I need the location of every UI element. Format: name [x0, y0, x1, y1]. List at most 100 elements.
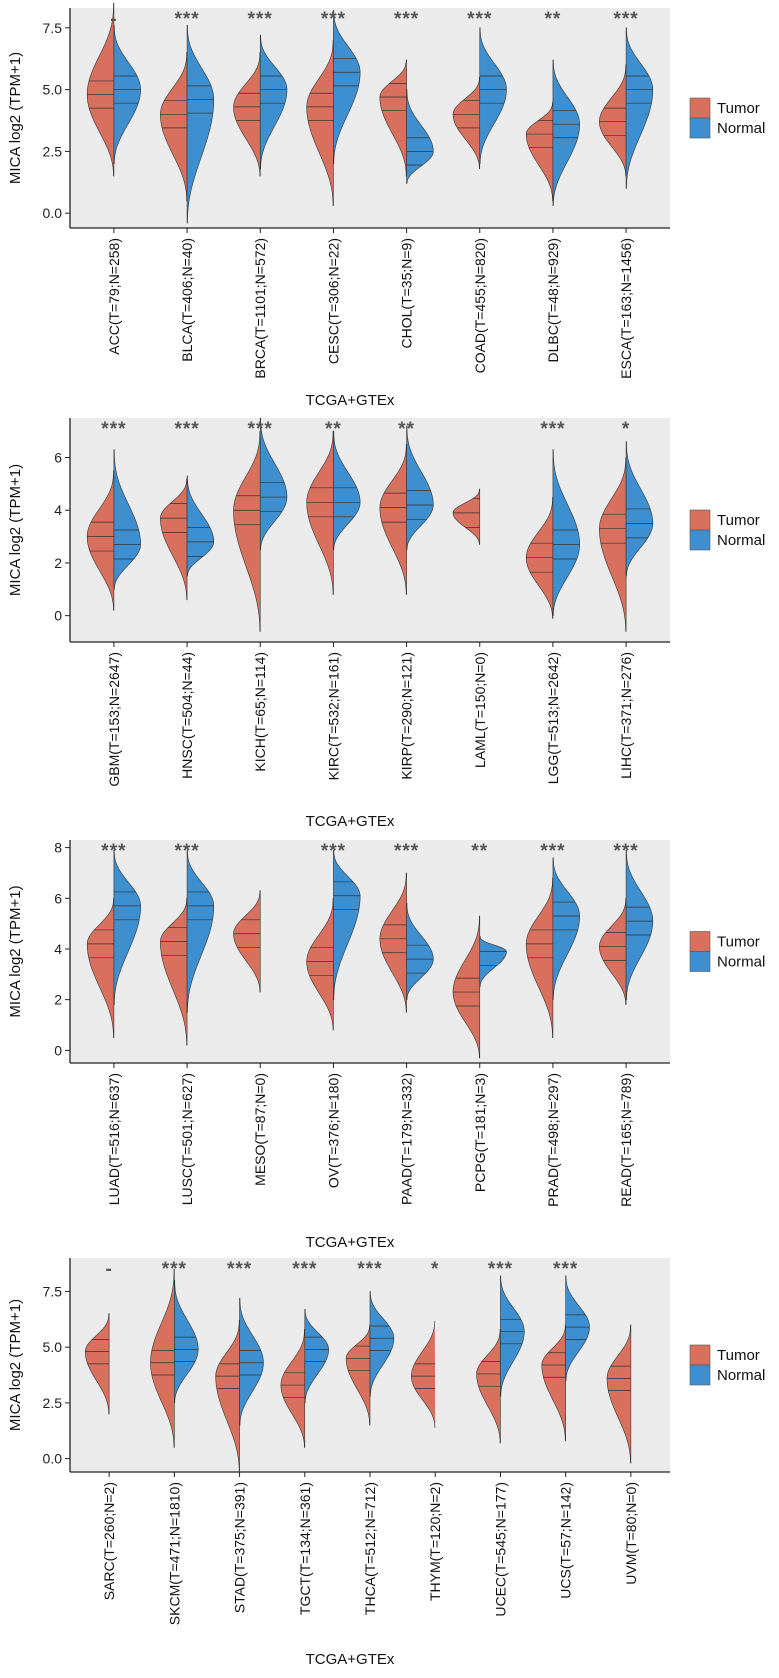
- tumor-violin: [233, 890, 261, 993]
- category-label: PAAD(T=179;N=332): [399, 1073, 415, 1205]
- significance-label: ***: [174, 841, 199, 862]
- significance-label: ***: [174, 9, 199, 30]
- category-label: CHOL(T=35;N=9): [399, 238, 415, 348]
- category-label: GBM(T=153;N=2647): [106, 652, 122, 787]
- category-label: SKCM(T=471;N=1810): [166, 1482, 182, 1625]
- tumor-violin: [86, 2, 115, 177]
- category-label: LAML(T=150;N=0): [472, 652, 488, 768]
- significance-label: ***: [321, 9, 346, 30]
- legend: Tumor Normal: [689, 509, 765, 551]
- category-label: PRAD(T=498;N=297): [545, 1073, 561, 1207]
- normal-violin: [333, 10, 361, 165]
- legend-swatch-normal: [689, 1364, 711, 1386]
- chart-panel-1: 0.0 2.5 5.0 7.5 MICA log2 (TPM+1) TCGA+GTEx - A…: [7, 2, 765, 409]
- normal-violin: [625, 27, 654, 189]
- y-tick-label: 2: [54, 992, 62, 1008]
- normal-violin: [186, 475, 215, 577]
- tumor-violin: [306, 39, 334, 207]
- normal-violin: [174, 1279, 199, 1404]
- significance-label: ***: [488, 1259, 513, 1280]
- legend: Tumor Normal: [689, 97, 765, 139]
- significance-label: **: [325, 419, 342, 440]
- category-label: STAD(T=375;N=391): [232, 1482, 248, 1613]
- tumor-violin: [379, 59, 407, 177]
- y-tick-label: 2.5: [43, 143, 63, 159]
- tumor-violin: [233, 52, 261, 177]
- category-label: TGCT(T=134;N=361): [297, 1482, 313, 1615]
- y-tick-label: 0: [54, 608, 62, 624]
- tumor-violin: [452, 76, 481, 169]
- category-label: KIRC(T=532;N=161): [325, 652, 341, 780]
- significance-label: ***: [292, 1259, 317, 1280]
- tumor-violin: [599, 457, 627, 632]
- chart-panel-3: 0 2 4 6 8 MICA log2 (TPM+1) TCGA+GTEx *** LUAD(T…: [7, 840, 765, 1251]
- normal-violin: [369, 1291, 395, 1397]
- category-label: UCEC(T=545;N=177): [492, 1482, 508, 1617]
- x-axis-title: TCGA+GTEx: [306, 813, 395, 830]
- tumor-violin: [160, 478, 188, 601]
- significance-label: -: [110, 9, 117, 30]
- y-tick-label: 6: [54, 450, 62, 466]
- tumor-violin: [233, 430, 261, 632]
- category-label: ACC(T=79;N=258): [106, 238, 122, 355]
- legend: Tumor Normal: [689, 931, 765, 972]
- y-axis-title: MICA log2 (TPM+1): [7, 52, 24, 184]
- legend-swatch-tumor: [689, 931, 711, 952]
- legend-label-tumor: Tumor: [717, 934, 760, 951]
- normal-violin: [625, 849, 654, 1000]
- category-label: LGG(T=513;N=2642): [545, 652, 561, 784]
- significance-label: ***: [553, 1259, 578, 1280]
- significance-label: ***: [467, 9, 492, 30]
- category-label: BLCA(T=406;N=40): [179, 238, 195, 362]
- y-axis-title: MICA log2 (TPM+1): [7, 464, 24, 596]
- legend-swatch-tumor: [689, 97, 711, 119]
- category-label: ESCA(T=163;N=1456): [618, 238, 634, 379]
- normal-violin: [552, 59, 580, 207]
- normal-violin: [552, 449, 580, 616]
- legend-label-normal: Normal: [717, 532, 765, 549]
- y-axis-title: MICA log2 (TPM+1): [7, 885, 24, 1017]
- significance-label: ***: [248, 419, 273, 440]
- significance-label: ***: [248, 9, 273, 30]
- tumor-violin: [306, 897, 334, 1031]
- legend-label-normal: Normal: [717, 1367, 765, 1384]
- tumor-violin: [345, 1324, 371, 1426]
- y-tick-label: 2.5: [43, 1395, 63, 1411]
- normal-violin: [186, 24, 215, 224]
- category-label: OV(T=376;N=180): [325, 1073, 341, 1188]
- normal-violin: [333, 849, 361, 1000]
- category-label: DLBC(T=48;N=929): [545, 238, 561, 363]
- significance-label: **: [471, 841, 488, 862]
- tumor-violin: [599, 64, 627, 177]
- normal-violin: [406, 89, 434, 184]
- normal-violin: [239, 1297, 264, 1426]
- legend-label-normal: Normal: [717, 120, 765, 137]
- category-label: HNSC(T=504;N=44): [179, 652, 195, 779]
- y-tick-label: 4: [54, 502, 62, 518]
- significance-label: **: [398, 419, 415, 440]
- significance-label: ***: [540, 841, 565, 862]
- y-tick-label: 0.0: [43, 205, 63, 221]
- legend-swatch-normal: [689, 529, 711, 551]
- significance-label: ***: [101, 841, 126, 862]
- y-tick-label: 0: [54, 1042, 62, 1058]
- normal-violin: [304, 1308, 329, 1404]
- category-label: READ(T=165;N=789): [618, 1073, 634, 1207]
- significance-label: ***: [394, 9, 419, 30]
- tumor-violin: [215, 1320, 240, 1473]
- significance-label: ***: [357, 1259, 382, 1280]
- significance-label: *: [622, 419, 630, 440]
- significance-label: *: [431, 1259, 439, 1280]
- tumor-violin: [160, 52, 188, 202]
- y-tick-label: 2: [54, 555, 62, 571]
- significance-label: ***: [174, 419, 199, 440]
- y-tick-label: 8: [54, 840, 62, 856]
- category-label: SARC(T=260;N=2): [101, 1482, 117, 1600]
- tumor-violin: [411, 1320, 436, 1428]
- category-label: UVM(T=80;N=0): [623, 1482, 639, 1585]
- tumor-violin: [606, 1324, 632, 1464]
- significance-label: ***: [321, 841, 346, 862]
- tumor-violin: [525, 101, 554, 202]
- legend-swatch-tumor: [689, 509, 711, 531]
